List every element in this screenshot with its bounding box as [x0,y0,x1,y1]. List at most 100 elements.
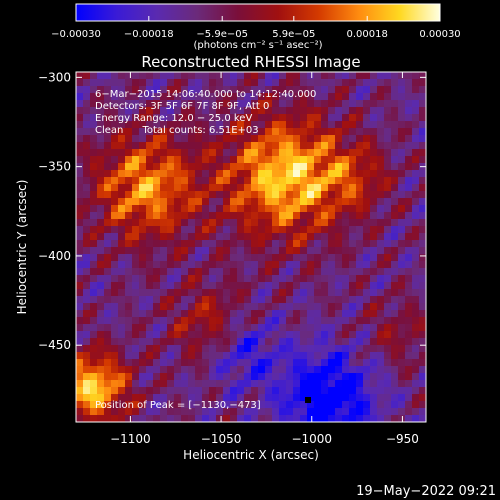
heatmap-cell [258,240,266,248]
heatmap-cell [237,387,245,395]
heatmap-cell [111,240,119,248]
heatmap-cell [384,121,392,129]
heatmap-cell [419,275,426,283]
heatmap-cell [370,177,378,185]
heatmap-cell [104,289,112,297]
heatmap-cell [104,184,112,192]
heatmap-cell [335,163,343,171]
heatmap-cell [398,93,406,101]
heatmap-cell [118,352,126,360]
heatmap-cell [202,352,210,360]
heatmap-cell [230,303,238,311]
heatmap-cell [188,177,196,185]
heatmap-cell [216,275,224,283]
heatmap-cell [146,324,154,332]
heatmap-cell [314,289,322,297]
heatmap-cell [349,289,357,297]
heatmap-cell [398,387,406,395]
heatmap-cell [349,212,357,220]
heatmap-cell [293,170,301,178]
heatmap-cell [342,121,350,129]
heatmap-cell [412,317,420,325]
heatmap-cell [181,163,189,171]
heatmap-cell [265,394,273,402]
heatmap-cell [286,303,294,311]
heatmap-cell [132,219,140,227]
heatmap-cell [244,380,252,388]
heatmap-cell [97,275,105,283]
heatmap-cell [251,415,259,422]
heatmap-cell [342,408,350,416]
heatmap-cell [293,303,301,311]
heatmap-cell [160,135,168,143]
heatmap-cell [237,394,245,402]
heatmap-cell [97,296,105,304]
heatmap-cell [139,324,147,332]
heatmap-cell [125,121,133,129]
heatmap-cell [111,380,119,388]
heatmap-cell [97,373,105,381]
heatmap-cell [398,338,406,346]
heatmap-cell [188,72,196,80]
heatmap-cell [321,135,329,143]
heatmap-cell [251,177,259,185]
heatmap-cell [251,107,259,115]
heatmap-cell [160,254,168,262]
heatmap-cell [118,205,126,213]
heatmap-cell [293,107,301,115]
heatmap-cell [356,86,364,94]
heatmap-cell [398,191,406,199]
heatmap-cell [314,240,322,248]
heatmap-cell [258,149,266,157]
heatmap-cell [195,247,203,255]
heatmap-cell [125,205,133,213]
heatmap-cell [230,149,238,157]
heatmap-cell [405,359,413,367]
heatmap-cell [342,135,350,143]
heatmap-cell [111,282,119,290]
heatmap-cell [202,338,210,346]
heatmap-cell [160,149,168,157]
heatmap-cell [335,114,343,122]
heatmap-cell [405,247,413,255]
heatmap-cell [398,303,406,311]
heatmap-cell [370,219,378,227]
heatmap-cell [153,289,161,297]
heatmap-cell [195,100,203,108]
heatmap-cell [237,135,245,143]
heatmap-cell [328,233,336,241]
heatmap-cell [195,268,203,276]
heatmap-cell [251,212,259,220]
heatmap-cell [111,233,119,241]
heatmap-cell [314,282,322,290]
heatmap-cell [230,72,238,80]
heatmap-cell [293,226,301,234]
heatmap-cell [307,184,315,192]
heatmap-cell [153,72,161,80]
heatmap-cell [279,233,287,241]
heatmap-cell [265,401,273,409]
heatmap-cell [293,163,301,171]
heatmap-cell [139,296,147,304]
heatmap-cell [405,366,413,374]
heatmap-cell [391,394,399,402]
heatmap-cell [286,380,294,388]
heatmap-cell [335,107,343,115]
heatmap-cell [76,324,84,332]
heatmap-cell [412,184,420,192]
heatmap-cell [244,247,252,255]
heatmap-cell [195,226,203,234]
heatmap-cell [258,394,266,402]
heatmap-cell [244,359,252,367]
heatmap-cell [76,114,84,122]
heatmap-cell [370,156,378,164]
heatmap-cell [195,254,203,262]
heatmap-cell [251,373,259,381]
heatmap-cell [188,128,196,136]
heatmap-cell [412,352,420,360]
heatmap-cell [195,163,203,171]
heatmap-cell [286,86,294,94]
heatmap-cell [265,233,273,241]
heatmap-cell [265,289,273,297]
heatmap-cell [90,79,98,87]
